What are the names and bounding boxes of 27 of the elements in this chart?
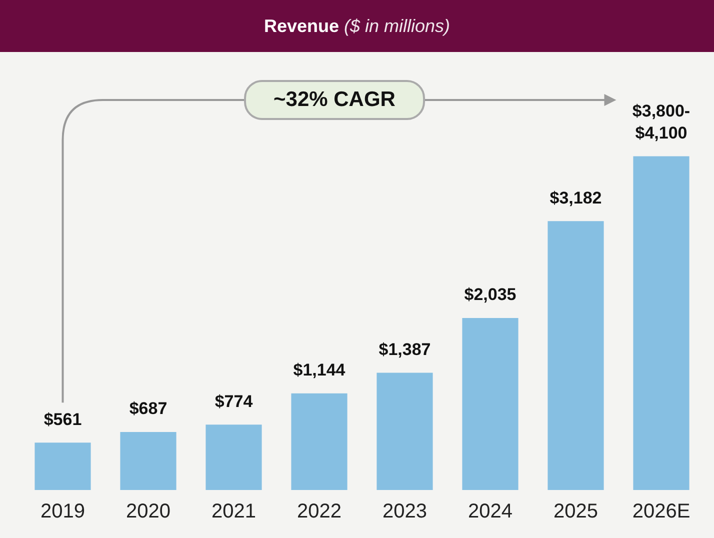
text: ~32% CAGR <box>244 80 426 120</box>
chart-subtitle: ($ in millions) <box>344 16 450 36</box>
x-tick-label: 2023 <box>382 500 427 523</box>
bar <box>34 442 91 490</box>
data-label: $1,387 <box>378 340 431 359</box>
bar <box>376 372 433 490</box>
bar <box>633 156 690 490</box>
data-label: $1,144 <box>293 360 346 380</box>
bar <box>206 424 262 490</box>
data-label: $3,800- $4,100 <box>632 101 690 142</box>
data-label: $3,182 <box>550 188 602 208</box>
data-label: $774 <box>214 392 254 411</box>
data-label: $687 <box>129 399 168 418</box>
x-tick-label: 2022 <box>297 500 342 523</box>
x-tick-label: 2024 <box>468 500 512 523</box>
bar <box>462 318 518 490</box>
x-tick-label: 2020 <box>126 500 170 523</box>
data-label: $561 <box>44 410 82 429</box>
x-tick-label: 2019 <box>40 500 85 523</box>
x-tick-label: 2026E <box>632 500 690 523</box>
data-label: $2,035 <box>464 285 516 304</box>
bar <box>120 432 176 490</box>
x-tick-label: 2021 <box>212 500 256 523</box>
bar <box>548 221 604 490</box>
chart-title: Revenue <box>264 16 339 36</box>
bar <box>291 393 348 490</box>
x-tick-label: 2025 <box>554 500 598 523</box>
